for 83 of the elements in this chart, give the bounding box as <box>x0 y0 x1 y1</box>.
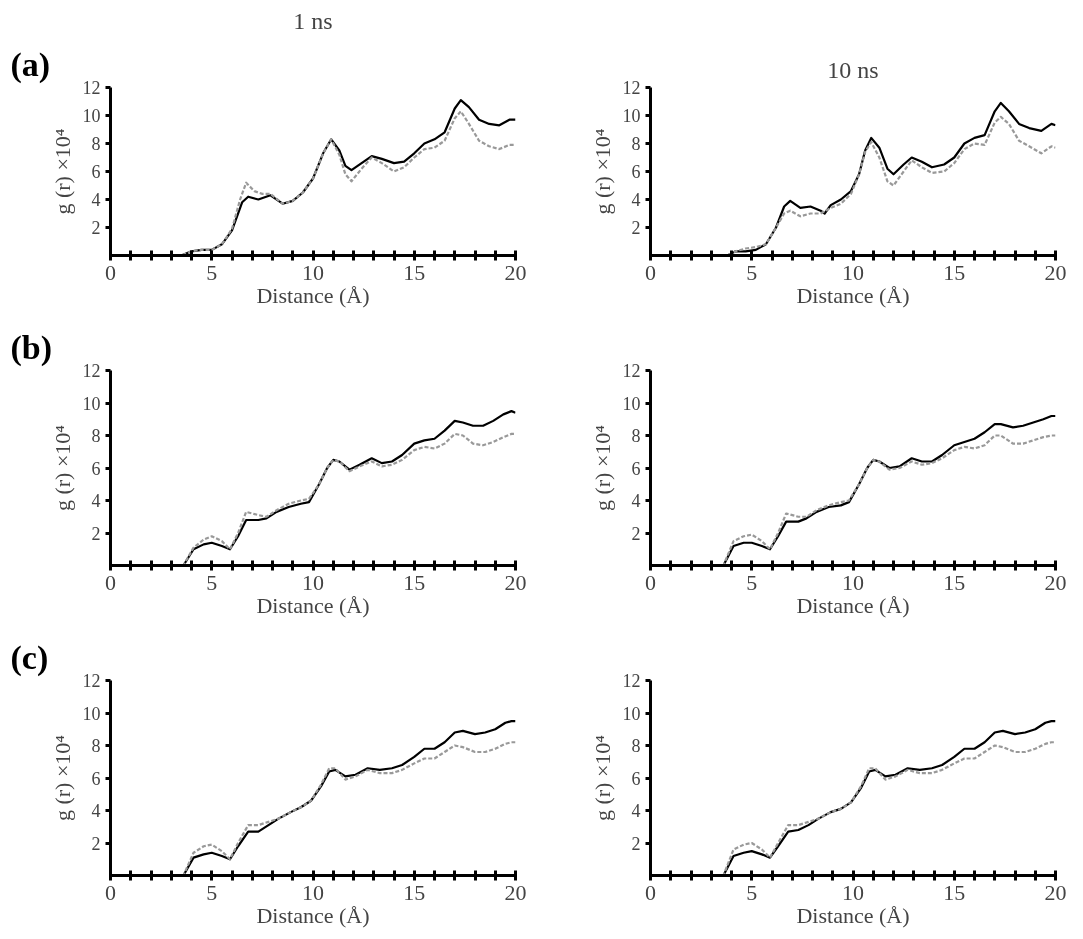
x-tick-label: 20 <box>504 569 527 595</box>
y-tick-label: 2 <box>631 523 641 544</box>
x-tick-label: 20 <box>504 259 527 285</box>
y-axis-title: g (r) ×10⁴ <box>589 424 615 512</box>
text: (a) <box>10 45 51 84</box>
text: (b) <box>10 328 53 367</box>
x-tick-label: 15 <box>943 259 966 285</box>
text: (c) <box>10 638 49 677</box>
y-tick-label: 8 <box>91 736 101 756</box>
y-tick-label: 10 <box>622 703 641 724</box>
y-tick-label: 10 <box>82 703 101 724</box>
x-tick-label: 0 <box>645 259 656 285</box>
x-tick-label: 5 <box>746 569 758 595</box>
y-tick-label: 12 <box>622 78 641 98</box>
chart-title: 1 ns <box>293 7 333 34</box>
y-axis-title: g (r) ×10⁴ <box>49 128 75 215</box>
y-tick-label: 12 <box>622 671 641 691</box>
y-axis-title: g (r) ×10⁴ <box>589 734 615 822</box>
y-tick-label: 2 <box>91 833 101 854</box>
x-axis-title: Distance (Å) <box>256 592 370 618</box>
x-tick-label: 20 <box>1044 259 1067 285</box>
y-tick-label: 10 <box>622 106 641 126</box>
y-tick-label: 4 <box>91 801 101 821</box>
x-tick-label: 20 <box>504 879 527 905</box>
x-tick-label: 5 <box>746 259 758 285</box>
y-tick-label: 2 <box>631 218 641 238</box>
x-tick-label: 5 <box>206 569 218 595</box>
x-axis-title: Distance (Å) <box>796 902 910 928</box>
y-tick-label: 4 <box>631 801 641 821</box>
chart-title: 10 ns <box>827 56 879 83</box>
y-tick-label: 4 <box>91 190 101 210</box>
x-tick-label: 0 <box>105 569 116 595</box>
y-tick-label: 8 <box>91 426 101 446</box>
x-axis-title: Distance (Å) <box>256 282 370 308</box>
x-axis-title: Distance (Å) <box>796 282 910 308</box>
x-axis-title: Distance (Å) <box>796 592 910 618</box>
x-tick-label: 20 <box>1044 879 1067 905</box>
y-tick-label: 2 <box>91 218 101 238</box>
y-tick-label: 6 <box>631 768 641 789</box>
y-tick-label: 8 <box>631 134 641 154</box>
y-tick-label: 6 <box>631 162 641 182</box>
x-tick-label: 10 <box>842 879 864 905</box>
y-tick-label: 12 <box>82 78 101 98</box>
x-tick-label: 5 <box>746 879 758 905</box>
y-tick-label: 8 <box>631 426 641 446</box>
x-tick-label: 15 <box>943 569 966 595</box>
x-tick-label: 10 <box>302 569 324 595</box>
y-tick-label: 6 <box>91 768 101 789</box>
x-tick-label: 5 <box>206 879 218 905</box>
x-tick-label: 10 <box>842 259 864 285</box>
y-tick-label: 2 <box>91 523 101 544</box>
y-tick-label: 4 <box>91 491 101 511</box>
y-axis-title: g (r) ×10⁴ <box>49 424 75 512</box>
y-tick-label: 2 <box>631 833 641 854</box>
y-tick-label: 10 <box>82 393 101 414</box>
x-tick-label: 0 <box>645 569 656 595</box>
y-tick-label: 6 <box>91 458 101 479</box>
x-tick-label: 0 <box>105 259 116 285</box>
y-tick-label: 4 <box>631 491 641 511</box>
x-tick-label: 20 <box>1044 569 1067 595</box>
y-axis-title: g (r) ×10⁴ <box>49 734 75 822</box>
y-tick-label: 12 <box>82 361 101 381</box>
y-tick-label: 8 <box>631 736 641 756</box>
x-tick-label: 10 <box>302 259 324 285</box>
y-tick-label: 10 <box>622 393 641 414</box>
y-tick-label: 10 <box>82 106 101 126</box>
x-tick-label: 0 <box>105 879 116 905</box>
x-tick-label: 15 <box>403 259 426 285</box>
x-axis-title: Distance (Å) <box>256 902 370 928</box>
x-tick-label: 0 <box>645 879 656 905</box>
y-tick-label: 6 <box>91 162 101 182</box>
y-tick-label: 12 <box>622 361 641 381</box>
y-tick-label: 4 <box>631 190 641 210</box>
x-tick-label: 15 <box>943 879 966 905</box>
x-tick-label: 5 <box>206 259 218 285</box>
y-tick-label: 12 <box>82 671 101 691</box>
y-tick-label: 8 <box>91 134 101 154</box>
y-tick-label: 6 <box>631 458 641 479</box>
x-tick-label: 15 <box>403 569 426 595</box>
x-tick-label: 15 <box>403 879 426 905</box>
x-tick-label: 10 <box>302 879 324 905</box>
x-tick-label: 10 <box>842 569 864 595</box>
y-axis-title: g (r) ×10⁴ <box>589 128 615 215</box>
